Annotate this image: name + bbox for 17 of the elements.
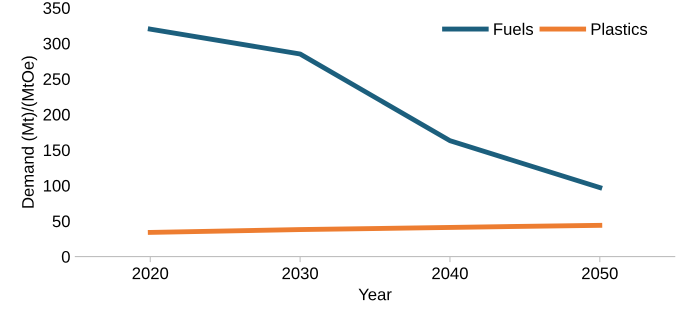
y-tick-label: 50 (52, 215, 70, 228)
x-tick-label: 2050 (582, 267, 618, 280)
y-tick-label: 0 (62, 250, 70, 263)
y-tick-label: 300 (43, 38, 70, 50)
line-series (148, 222, 602, 235)
y-tick-label: 200 (44, 108, 70, 121)
x-tick-label: 2040 (432, 267, 468, 280)
y-tick-label: 350 (43, 2, 70, 14)
y-tick-label: 250 (44, 73, 70, 86)
legend-label: Fuels (494, 22, 534, 36)
x-axis-title: Year (358, 288, 392, 300)
y-axis-title: Demand (Mt)/(MtOe) (22, 56, 38, 208)
x-tick-label: 2020 (132, 267, 168, 280)
y-tick-label: 100 (44, 180, 70, 192)
x-tick-label: 2030 (282, 267, 318, 280)
y-tick-label: 150 (44, 144, 70, 156)
legend-label: Plastics (592, 22, 648, 36)
